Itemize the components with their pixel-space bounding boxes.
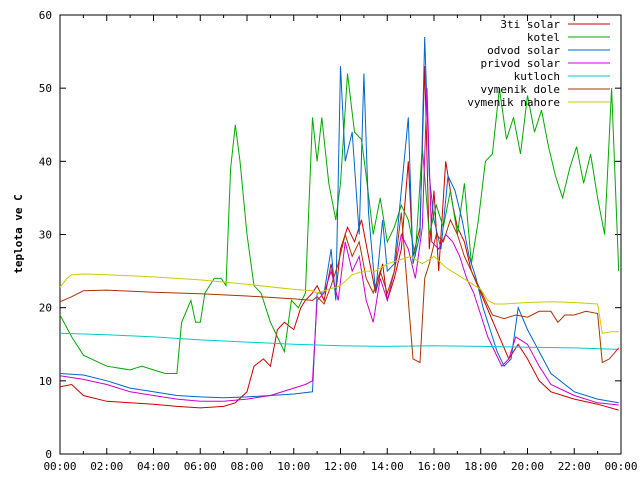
y-tick-label: 60: [39, 9, 52, 22]
legend-label: privod solar: [481, 57, 561, 70]
legend-label: vymenik dole: [481, 83, 560, 96]
x-tick-label: 20:00: [511, 460, 544, 473]
x-tick-label: 00:00: [43, 460, 76, 473]
legend-label: kotel: [527, 31, 560, 44]
series-line-3ti-solar: [59, 66, 619, 411]
y-tick-label: 50: [39, 82, 52, 95]
y-tick-label: 0: [45, 448, 52, 461]
x-tick-label: 18:00: [464, 460, 497, 473]
x-tick-label: 02:00: [90, 460, 123, 473]
legend-label: 3ti solar: [500, 18, 560, 31]
x-tick-label: 10:00: [277, 460, 310, 473]
series-lines: [59, 36, 620, 411]
x-tick-label: 12:00: [324, 460, 357, 473]
x-tick-label: 08:00: [230, 460, 263, 473]
y-tick-label: 20: [39, 302, 52, 315]
y-axis-ticks: 0 10 20 30 40 50 60: [39, 9, 621, 461]
x-axis-ticks: 00:00 02:00 04:00 06:00 08:00 10:00 12:00 14:00…: [43, 15, 638, 473]
series-line-vymenik-nahore: [59, 255, 619, 334]
x-tick-label: 00:00: [604, 460, 637, 473]
x-tick-label: 06:00: [184, 460, 217, 473]
x-tick-label: 14:00: [371, 460, 404, 473]
y-tick-label: 10: [39, 375, 52, 388]
legend-label: kutloch: [514, 70, 560, 83]
y-tick-label: 40: [39, 155, 52, 168]
x-tick-label: 16:00: [417, 460, 450, 473]
series-line-odvod-solar: [59, 36, 619, 404]
y-axis-label: teplota ve C: [12, 194, 25, 273]
series-line-vymenik-dole: [59, 212, 620, 364]
x-tick-label: 22:00: [558, 460, 591, 473]
legend-label: odvod solar: [487, 44, 560, 57]
y-tick-label: 30: [39, 229, 52, 242]
x-tick-label: 04:00: [137, 460, 170, 473]
series-line-kutloch: [59, 332, 619, 350]
legend-label: vymenik nahore: [467, 96, 560, 109]
